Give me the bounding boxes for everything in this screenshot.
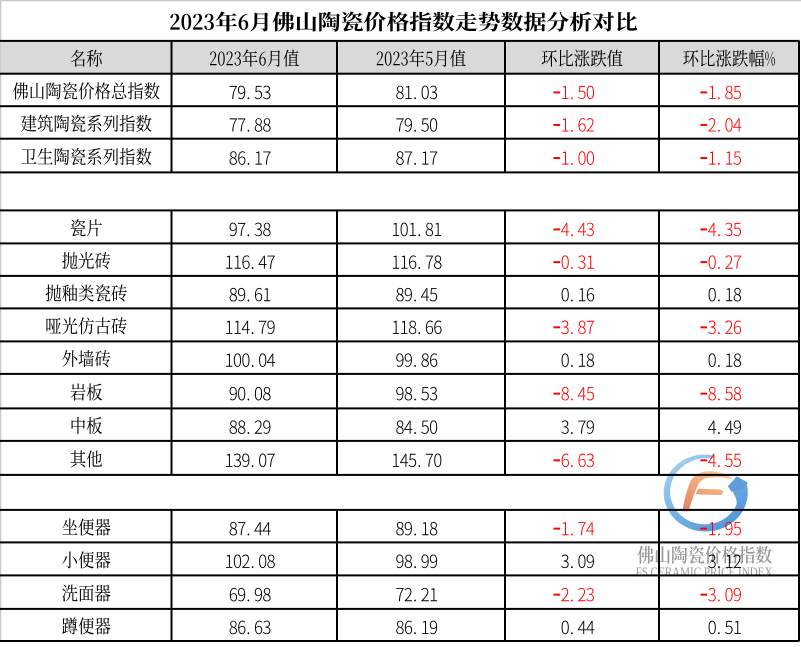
- svg-text:FS CERAMIC PRICE INDEX: FS CERAMIC PRICE INDEX: [636, 564, 773, 580]
